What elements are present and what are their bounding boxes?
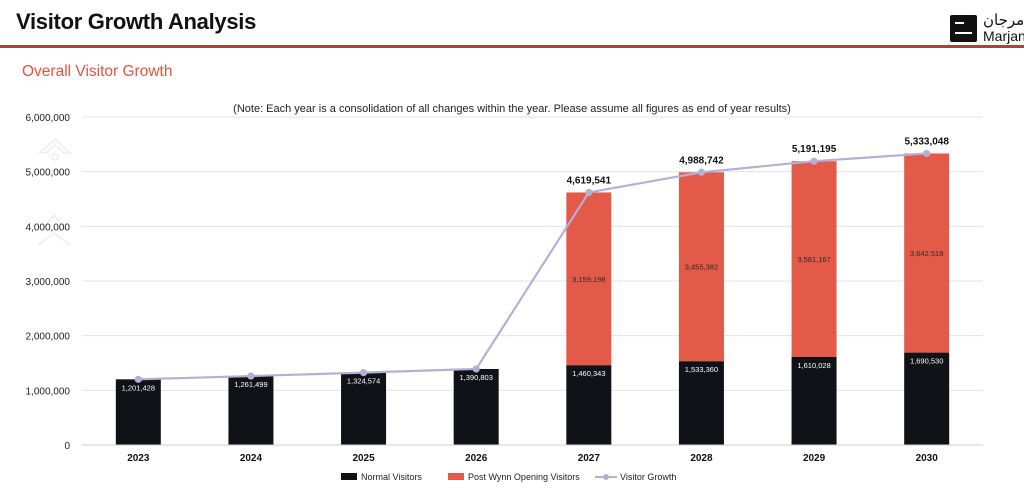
post-wynn-data-label: 3,455,382 (685, 263, 718, 272)
logo-english-text: Marjan (983, 28, 1024, 44)
y-tick-label: 2,000,000 (26, 332, 71, 343)
normal-visitors-data-label: 1,533,360 (685, 365, 718, 374)
legend-swatch (341, 473, 357, 480)
bar-normal-visitors (791, 356, 837, 445)
y-tick-label: 4,000,000 (26, 222, 71, 233)
visitor-growth-point (697, 168, 706, 176)
brand-logo: مرجان Marjan (950, 11, 1024, 44)
normal-visitors-data-label: 1,690,530 (910, 357, 943, 366)
header-divider (0, 45, 1024, 48)
legend-swatch-point (603, 474, 609, 480)
visitor-growth-point (472, 365, 480, 373)
legend-label: Visitor Growth (620, 472, 676, 482)
bar-normal-visitors (341, 372, 387, 445)
bar-normal-visitors (678, 361, 724, 445)
y-tick-label: 1,000,000 (26, 386, 71, 397)
chart-note: (Note: Each year is a consolidation of a… (233, 103, 791, 115)
x-tick-label: 2030 (916, 453, 939, 464)
visitor-growth-data-label: 5,191,195 (792, 144, 837, 155)
x-tick-label: 2024 (240, 453, 263, 464)
legend-swatch (448, 473, 464, 480)
x-tick-label: 2026 (465, 453, 488, 464)
section-title: Overall Visitor Growth (22, 63, 173, 80)
legend-label: Normal Visitors (361, 472, 422, 482)
watermark-icon (37, 137, 72, 246)
normal-visitors-data-label: 1,324,574 (347, 377, 380, 386)
post-wynn-data-label: 3,642,518 (910, 249, 943, 258)
visitor-growth-point (134, 375, 142, 383)
visitor-growth-point (247, 372, 255, 380)
x-tick-label: 2025 (352, 453, 375, 464)
x-tick-label: 2029 (803, 453, 826, 464)
post-wynn-data-label: 3,581,167 (797, 255, 830, 264)
y-tick-label: 3,000,000 (26, 277, 71, 288)
y-tick-label: 6,000,000 (26, 113, 71, 124)
visitor-growth-point (585, 188, 593, 197)
x-tick-label: 2027 (578, 453, 601, 464)
visitor-growth-data-label: 4,619,541 (567, 175, 612, 186)
bar-post-wynn-visitors (678, 172, 724, 362)
logo-arabic-text: مرجان (983, 11, 1024, 29)
bar-normal-visitors (115, 379, 161, 445)
visitor-growth-point (810, 157, 818, 165)
bar-post-wynn-visitors (791, 161, 837, 357)
bar-post-wynn-visitors (566, 192, 612, 366)
bar-normal-visitors (228, 376, 274, 445)
bar-normal-visitors (566, 365, 612, 445)
legend-label: Post Wynn Opening Visitors (468, 472, 580, 482)
x-tick-label: 2023 (127, 453, 150, 464)
y-tick-label: 0 (64, 441, 70, 452)
x-tick-label: 2028 (690, 453, 713, 464)
normal-visitors-data-label: 1,610,028 (797, 361, 830, 370)
bar-normal-visitors (453, 368, 499, 445)
visitor-growth-line (138, 152, 927, 381)
normal-visitors-data-label: 1,390,803 (460, 373, 493, 382)
visitor-growth-point (923, 149, 931, 158)
logo-mark-icon (950, 15, 977, 42)
post-wynn-data-label: 3,159,198 (572, 275, 605, 284)
page-title: Visitor Growth Analysis (16, 9, 257, 34)
visitor-growth-data-label: 5,333,048 (904, 136, 949, 147)
bar-post-wynn-visitors (904, 153, 950, 353)
visitor-growth-point (359, 368, 368, 377)
normal-visitors-data-label: 1,201,428 (122, 383, 155, 392)
y-tick-label: 5,000,000 (26, 168, 71, 179)
visitor-growth-data-label: 4,988,742 (679, 155, 724, 166)
bar-normal-visitors (904, 352, 950, 445)
normal-visitors-data-label: 1,261,499 (234, 380, 267, 389)
normal-visitors-data-label: 1,460,343 (572, 369, 605, 378)
